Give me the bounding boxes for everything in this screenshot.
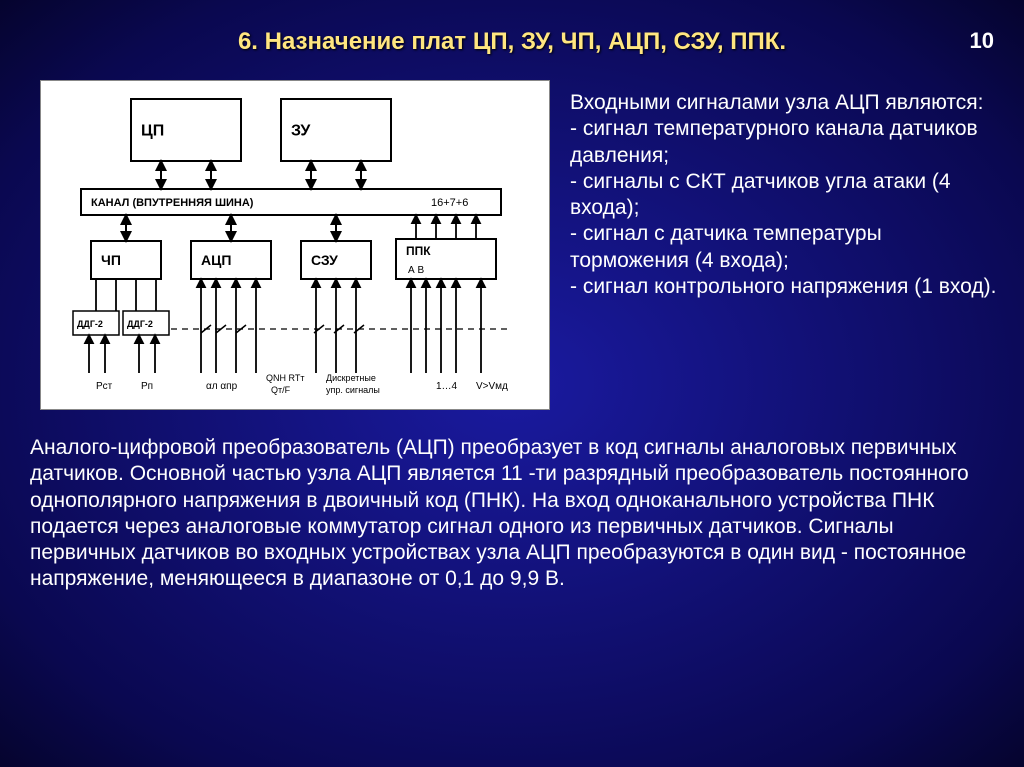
svg-text:1…4: 1…4 [436, 381, 458, 392]
svg-text:ДДГ-2: ДДГ-2 [127, 319, 153, 329]
svg-text:ДДГ-2: ДДГ-2 [77, 319, 103, 329]
side-item: - сигнал с датчика температуры торможени… [570, 221, 1000, 274]
svg-text:АЦП: АЦП [201, 252, 231, 268]
side-item: - сигнал контрольного напряжения (1 вход… [570, 274, 1000, 300]
svg-text:Qт/F: Qт/F [271, 385, 291, 395]
svg-text:16+7+6: 16+7+6 [431, 197, 468, 209]
svg-text:ЧП: ЧП [101, 252, 121, 268]
svg-text:Pп: Pп [141, 381, 153, 392]
svg-text:ЦП: ЦП [141, 123, 164, 140]
svg-text:ППК: ППК [406, 244, 431, 258]
svg-text:αл αпр: αл αпр [206, 381, 238, 392]
svg-text:СЗУ: СЗУ [311, 252, 338, 268]
page-number: 10 [970, 28, 994, 54]
svg-text:Дискретные: Дискретные [326, 373, 376, 383]
bottom-paragraph: Аналого-цифровой преобразователь (АЦП) п… [30, 435, 990, 593]
svg-text:упр. сигналы: упр. сигналы [326, 385, 380, 395]
page-title: 6. Назначение плат ЦП, ЗУ, ЧП, АЦП, СЗУ,… [0, 0, 1024, 56]
side-item: - сигнал температурного канала датчиков … [570, 116, 1000, 169]
side-text: Входными сигналами узла АЦП являются: - … [570, 90, 1000, 300]
side-lead: Входными сигналами узла АЦП являются: [570, 90, 1000, 116]
side-item: - сигналы с СКТ датчиков угла атаки (4 в… [570, 169, 1000, 222]
svg-text:QNH RTт: QNH RTт [266, 373, 304, 383]
svg-text:А В: А В [408, 265, 424, 276]
svg-text:V>Vмд: V>Vмд [476, 381, 508, 392]
svg-text:Pст: Pст [96, 381, 113, 392]
svg-text:ЗУ: ЗУ [291, 123, 311, 140]
svg-text:КАНАЛ (ВПУТРЕННЯЯ ШИНА): КАНАЛ (ВПУТРЕННЯЯ ШИНА) [91, 197, 254, 209]
block-diagram: ЦП ЗУ КАНАЛ (ВПУТРЕННЯЯ ШИНА) 16+7+6 ЧП АЦП СЗ… [40, 80, 550, 410]
